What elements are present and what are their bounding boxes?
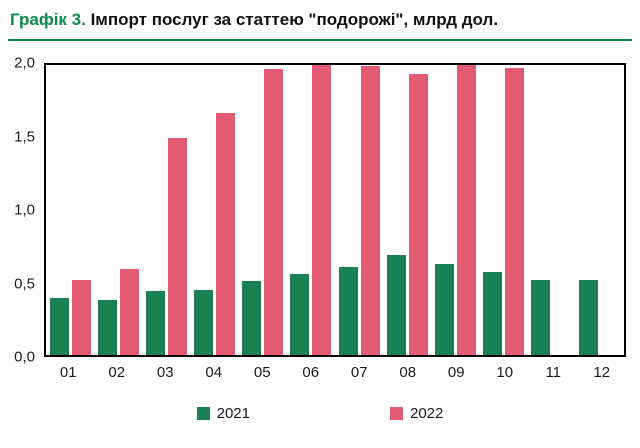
bar-group-05 bbox=[239, 65, 287, 355]
bar-group-09 bbox=[431, 65, 479, 355]
x-tick-label: 07 bbox=[350, 364, 368, 381]
plot-area bbox=[44, 63, 626, 357]
bar-2022-03 bbox=[167, 137, 187, 355]
x-tick-label: 09 bbox=[447, 364, 465, 381]
bar-2022-01 bbox=[71, 279, 91, 355]
bar-2021-10 bbox=[483, 272, 503, 355]
x-tick-label: 10 bbox=[496, 364, 514, 381]
bar-group-10 bbox=[480, 65, 528, 355]
bar-2021-02 bbox=[97, 299, 117, 355]
y-axis: 0,0 0,5 1,0 1,5 2,0 bbox=[4, 55, 40, 366]
bar-2021-08 bbox=[386, 254, 406, 355]
bar-2022-09 bbox=[456, 65, 476, 355]
bar-2022-06 bbox=[312, 65, 332, 355]
bar-2021-09 bbox=[434, 263, 454, 355]
chart-title-prefix: Графік 3. bbox=[10, 10, 86, 29]
chart-title: Графік 3. Імпорт послуг за статтею "подо… bbox=[0, 0, 640, 31]
legend-item-2022: 2022 bbox=[390, 405, 443, 422]
bar-2021-11 bbox=[531, 279, 551, 355]
bar-chart: 0,0 0,5 1,0 1,5 2,0 01 02 03 04 05 06 07 08 09 10 11 12 bbox=[14, 55, 626, 381]
y-tick-label: 1,5 bbox=[14, 128, 35, 145]
bar-2022-07 bbox=[360, 66, 380, 355]
legend-swatch-2022 bbox=[390, 407, 403, 420]
bar-group-02 bbox=[94, 65, 142, 355]
title-divider bbox=[8, 39, 632, 41]
bar-2021-05 bbox=[242, 281, 262, 355]
bar-group-07 bbox=[335, 65, 383, 355]
bar-2021-06 bbox=[290, 273, 310, 355]
bar-group-11 bbox=[528, 65, 576, 355]
bar-2022-04 bbox=[216, 112, 236, 355]
bar-2021-04 bbox=[194, 289, 214, 355]
x-tick-label: 11 bbox=[545, 364, 562, 381]
bar-group-04 bbox=[191, 65, 239, 355]
legend-item-2021: 2021 bbox=[196, 405, 250, 422]
y-tick-label: 0,5 bbox=[14, 275, 35, 292]
bar-2022-10 bbox=[505, 67, 525, 355]
legend: 2021 2022 bbox=[0, 405, 640, 422]
x-tick-label: 06 bbox=[302, 364, 320, 381]
y-tick-label: 1,0 bbox=[14, 201, 35, 219]
legend-label-2021: 2021 bbox=[216, 405, 250, 422]
x-tick-label: 12 bbox=[593, 364, 611, 381]
bar-group-01 bbox=[46, 65, 94, 355]
legend-swatch-2021 bbox=[196, 407, 210, 420]
x-tick-label: 01 bbox=[59, 364, 77, 381]
chart-title-text: Імпорт послуг за статтею "подорожі", млр… bbox=[85, 10, 499, 29]
bar-group-08 bbox=[383, 65, 431, 355]
bar-group-03 bbox=[142, 65, 190, 355]
bar-group-06 bbox=[287, 65, 335, 355]
bar-2022-02 bbox=[119, 269, 139, 355]
x-tick-label: 03 bbox=[156, 364, 174, 381]
bar-group-12 bbox=[576, 65, 624, 355]
y-tick-label: 2,0 bbox=[14, 54, 35, 72]
bar-2022-05 bbox=[264, 69, 284, 355]
x-tick-label: 05 bbox=[253, 364, 271, 381]
bar-2021-07 bbox=[338, 266, 358, 355]
x-tick-label: 08 bbox=[399, 364, 417, 381]
legend-label-2022: 2022 bbox=[410, 405, 444, 422]
x-tick-label: 04 bbox=[205, 364, 223, 381]
x-tick-label: 02 bbox=[108, 364, 126, 381]
x-axis: 01 02 03 04 05 06 07 08 09 10 11 12 bbox=[44, 357, 626, 381]
y-tick-label: 0,0 bbox=[14, 348, 35, 366]
bar-2021-01 bbox=[49, 298, 69, 355]
bar-2022-08 bbox=[408, 73, 428, 355]
bar-2021-12 bbox=[579, 279, 599, 355]
bar-2021-03 bbox=[145, 291, 165, 355]
